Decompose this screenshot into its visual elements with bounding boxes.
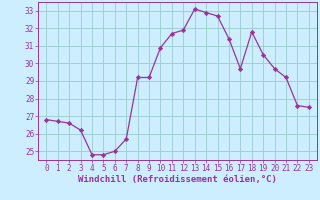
X-axis label: Windchill (Refroidissement éolien,°C): Windchill (Refroidissement éolien,°C) (78, 175, 277, 184)
